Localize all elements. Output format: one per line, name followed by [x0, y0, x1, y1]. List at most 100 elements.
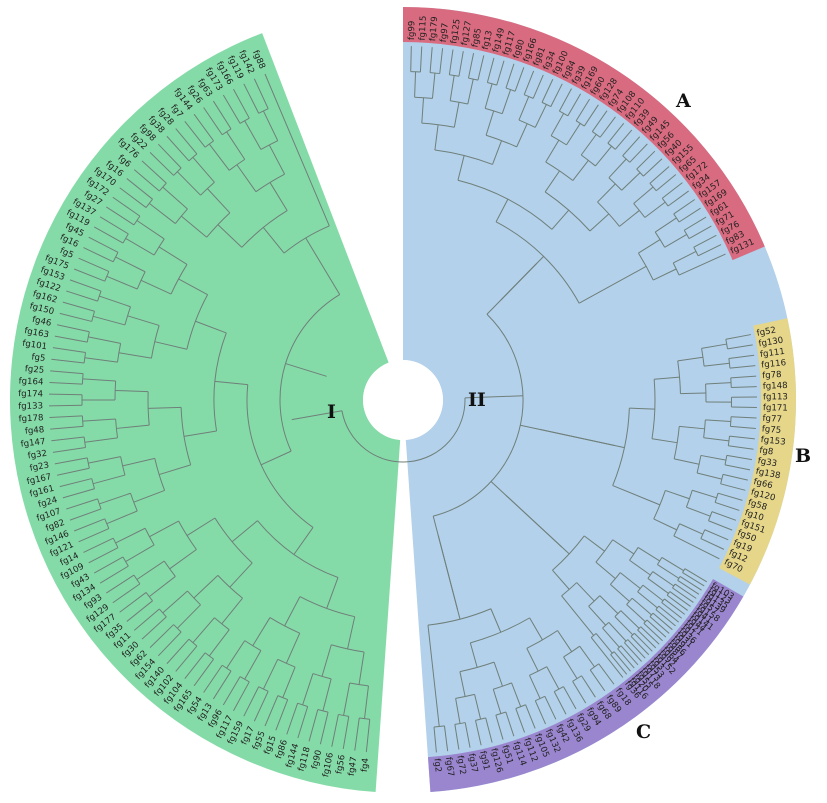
group-I-branch	[88, 547, 119, 564]
clade-C-branch	[664, 598, 686, 615]
group-I-branch	[133, 215, 141, 226]
clade-A-branch	[655, 174, 677, 192]
group-label-I: I	[327, 401, 336, 423]
clade-II-stem	[486, 263, 537, 315]
clade-II-branch	[589, 669, 606, 692]
clade-A-leaf: fg97	[439, 22, 451, 42]
clade-C-branch	[576, 582, 595, 602]
clade-C-branch	[677, 576, 681, 581]
group-I-branch	[226, 131, 246, 160]
clade-II-branch	[534, 700, 547, 725]
clade-II-branch	[525, 704, 536, 729]
clade-A-branch	[664, 233, 687, 248]
clade-C-branch	[666, 594, 688, 611]
group-I-branch	[321, 644, 332, 677]
clade-A-leaf: fg13	[481, 30, 495, 51]
group-I-branch	[115, 418, 118, 438]
clade-A-branch	[467, 78, 474, 105]
clade-A-branch	[457, 155, 465, 181]
clade-A-branch	[607, 142, 616, 150]
clade-A-branch	[492, 140, 503, 165]
clade-C-branch	[633, 632, 653, 652]
group-I-branch	[82, 378, 116, 382]
clade-B-branch	[701, 348, 705, 367]
clade-A-branch	[429, 47, 433, 73]
group-I-branch	[277, 695, 288, 701]
clade-C-branch	[661, 556, 684, 572]
group-I-branch	[347, 616, 356, 650]
clade-C-branch	[630, 632, 635, 637]
group-I-leaf: fg46	[31, 315, 52, 329]
root-stem-II	[464, 395, 523, 399]
clade-II-leaf: fg2	[432, 758, 443, 773]
group-I-leaf: fg47	[347, 756, 360, 777]
group-I-branch	[124, 306, 131, 326]
group-I-branch	[115, 390, 149, 393]
group-I-branch	[91, 311, 96, 322]
clade-B-branch	[654, 376, 680, 380]
group-I-branch	[115, 527, 146, 544]
group-I-branch	[83, 247, 114, 263]
clade-B-branch	[704, 529, 729, 541]
group-I-branch	[169, 549, 197, 570]
clade-C-branch	[588, 605, 607, 626]
clade-B-branch	[703, 437, 730, 442]
clade-A-branch	[697, 244, 722, 257]
group-I-branch	[51, 358, 85, 364]
clade-A-branch	[518, 119, 536, 128]
clade-C-branch	[643, 619, 648, 624]
clade-B-branch	[665, 489, 690, 500]
clade-B-branch	[674, 458, 700, 465]
group-I-branch	[49, 393, 83, 396]
clade-II-branch	[526, 648, 539, 672]
clade-II-branch	[459, 671, 466, 697]
group-I-branch	[149, 152, 174, 176]
clade-C-branch	[652, 571, 675, 587]
group-I-branch	[69, 508, 102, 521]
clade-II-leaf: fg37	[466, 753, 479, 774]
group-I-branch	[93, 226, 124, 244]
group-I-branch	[236, 164, 257, 192]
group-I-branch	[176, 171, 201, 196]
clade-C-branch	[620, 645, 639, 666]
group-I-branch	[338, 713, 349, 717]
clade-A-branch	[468, 53, 475, 79]
clade-C-branch	[666, 591, 671, 596]
clade-II-branch	[505, 711, 515, 737]
clade-B-branch	[725, 334, 751, 340]
clade-II-branch	[493, 661, 503, 687]
clade-A-branch	[649, 166, 670, 184]
clade-B-leaf: fg113	[763, 392, 788, 402]
clade-C-branch	[630, 636, 650, 656]
clade-A-branch	[649, 182, 657, 192]
clade-A-branch	[638, 239, 661, 254]
group-I-leaf: fg23	[29, 460, 50, 473]
clade-A-branch	[477, 55, 485, 81]
group-I-branch	[186, 517, 216, 536]
group-I-branch	[193, 113, 214, 142]
clade-A-branch	[449, 75, 455, 101]
clade-A-branch	[448, 49, 454, 75]
group-I-branch	[354, 717, 360, 751]
clade-A-branch	[414, 71, 417, 98]
root-stem-I	[291, 410, 343, 421]
group-I-branch	[187, 590, 201, 606]
clade-A-branch	[532, 74, 544, 99]
clade-A-branch	[678, 253, 726, 276]
clade-A-branch	[575, 98, 591, 122]
clade-II-branch	[529, 617, 543, 641]
group-I-branch	[154, 458, 166, 491]
group-I-branch	[262, 227, 285, 254]
group-I-branch	[175, 645, 198, 672]
clade-A-branch	[550, 113, 565, 136]
group-I-branch	[364, 685, 369, 719]
group-I-branch	[331, 714, 339, 747]
subclade-bands	[403, 7, 796, 793]
clade-B-leaf: fg77	[762, 414, 782, 425]
group-I-branch	[222, 94, 241, 124]
clade-A-branch	[514, 67, 525, 92]
clade-B-branch	[726, 454, 753, 461]
clade-A-branch	[622, 136, 641, 157]
clade-B-branch	[692, 489, 717, 499]
clade-C-branch	[657, 564, 680, 579]
